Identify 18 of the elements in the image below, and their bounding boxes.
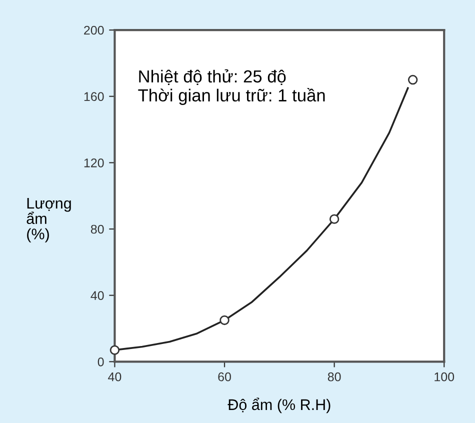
- y-tick-label: 200: [84, 26, 104, 35]
- point: [220, 315, 230, 326]
- y-tick-label: 160: [84, 92, 104, 102]
- y-tick-label: 0: [98, 357, 104, 366]
- x-tick-label: 80: [328, 372, 341, 382]
- point: [110, 345, 120, 355]
- x-tick-label: 40: [108, 372, 122, 382]
- x-tick-label: 60: [218, 372, 231, 382]
- x-axis-title: Độ ẩm (% R.H): [228, 398, 330, 414]
- y-tick-label: 80: [90, 224, 104, 234]
- annotation: Nhiệt độ thử: 25 độ: [139, 69, 286, 86]
- point: [329, 214, 340, 224]
- y-tick-label: 120: [84, 158, 104, 168]
- y-axis-title: Lượng ẩm (%): [26, 198, 71, 242]
- y-tick-label: 40: [90, 291, 104, 300]
- x-tick-label: 100: [434, 372, 454, 382]
- annotation: Thời gian lưu trữ: 1 tuần: [138, 88, 325, 105]
- point: [408, 74, 418, 85]
